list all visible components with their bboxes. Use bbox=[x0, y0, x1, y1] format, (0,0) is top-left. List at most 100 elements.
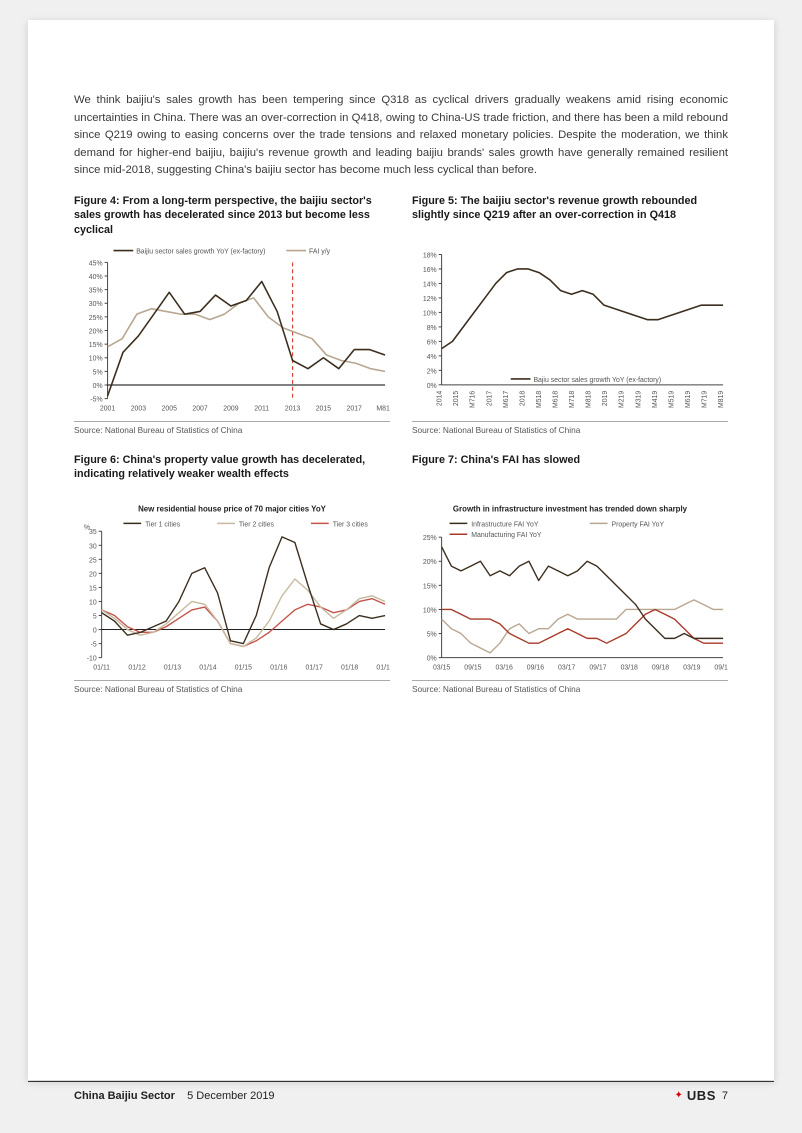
ubs-logo: UBS bbox=[687, 1088, 716, 1103]
figure-4-title: Figure 4: From a long-term perspective, … bbox=[74, 194, 390, 238]
svg-text:01/11: 01/11 bbox=[93, 664, 110, 671]
svg-text:2%: 2% bbox=[427, 368, 437, 375]
svg-text:0%: 0% bbox=[427, 382, 437, 389]
svg-text:M617: M617 bbox=[503, 390, 510, 407]
svg-text:14%: 14% bbox=[423, 281, 437, 288]
svg-text:5: 5 bbox=[93, 613, 97, 620]
svg-text:Property FAI YoY: Property FAI YoY bbox=[611, 521, 664, 528]
svg-text:25%: 25% bbox=[423, 535, 437, 542]
figure-row-1: Figure 4: From a long-term perspective, … bbox=[74, 194, 728, 435]
figure-6-title: Figure 6: China's property value growth … bbox=[74, 453, 390, 497]
figure-6-source: Source: National Bureau of Statistics of… bbox=[74, 684, 390, 694]
svg-text:2017: 2017 bbox=[486, 390, 493, 406]
svg-text:01/17: 01/17 bbox=[306, 664, 323, 671]
svg-text:2013: 2013 bbox=[285, 405, 301, 412]
svg-text:35%: 35% bbox=[89, 287, 103, 294]
svg-text:03/15: 03/15 bbox=[433, 664, 450, 671]
page: We think baijiu's sales growth has been … bbox=[28, 20, 774, 1080]
figure-6-chart: New residential house price of 70 major … bbox=[74, 501, 390, 681]
svg-text:5%: 5% bbox=[93, 369, 103, 376]
svg-text:M319: M319 bbox=[635, 390, 642, 407]
svg-text:01/18: 01/18 bbox=[341, 664, 358, 671]
svg-text:Infrastructure FAI YoY: Infrastructure FAI YoY bbox=[471, 521, 539, 528]
svg-text:Bajiu sector sales growth YoY: Bajiu sector sales growth YoY (ex-factor… bbox=[533, 376, 661, 383]
figure-5: Figure 5: The baijiu sector's revenue gr… bbox=[412, 194, 728, 435]
figure-4-chart: Baijiu sector sales growth YoY (ex-facto… bbox=[74, 242, 390, 422]
svg-text:15: 15 bbox=[89, 585, 97, 592]
body-paragraph: We think baijiu's sales growth has been … bbox=[74, 92, 728, 180]
footer-date: 5 December 2019 bbox=[187, 1090, 274, 1102]
svg-text:01/16: 01/16 bbox=[270, 664, 287, 671]
svg-text:M419: M419 bbox=[652, 390, 659, 407]
svg-text:M219: M219 bbox=[619, 390, 626, 407]
svg-text:2014: 2014 bbox=[437, 390, 444, 406]
svg-text:09/17: 09/17 bbox=[589, 664, 606, 671]
svg-text:10%: 10% bbox=[423, 310, 437, 317]
figure-7-title: Figure 7: China's FAI has slowed bbox=[412, 453, 728, 497]
figure-7: Figure 7: China's FAI has slowed Growth … bbox=[412, 453, 728, 694]
svg-text:30%: 30% bbox=[89, 301, 103, 308]
svg-text:M719: M719 bbox=[702, 390, 709, 407]
svg-text:01/13: 01/13 bbox=[164, 664, 181, 671]
svg-text:-10: -10 bbox=[87, 655, 97, 662]
svg-text:01/15: 01/15 bbox=[235, 664, 252, 671]
svg-text:09/19: 09/19 bbox=[714, 664, 728, 671]
svg-text:18%: 18% bbox=[423, 252, 437, 259]
svg-text:M619: M619 bbox=[685, 390, 692, 407]
svg-text:10: 10 bbox=[89, 599, 97, 606]
svg-text:-5: -5 bbox=[91, 641, 97, 648]
svg-text:03/16: 03/16 bbox=[496, 664, 513, 671]
svg-text:12%: 12% bbox=[423, 295, 437, 302]
svg-text:03/17: 03/17 bbox=[558, 664, 575, 671]
figure-7-source: Source: National Bureau of Statistics of… bbox=[412, 684, 728, 694]
svg-text:25%: 25% bbox=[89, 314, 103, 321]
svg-text:2011: 2011 bbox=[254, 405, 269, 412]
svg-text:4%: 4% bbox=[427, 353, 437, 360]
svg-text:09/15: 09/15 bbox=[464, 664, 481, 671]
svg-text:10%: 10% bbox=[89, 355, 103, 362]
footer-right: ✦ UBS 7 bbox=[675, 1088, 728, 1103]
svg-text:M818: M818 bbox=[586, 390, 593, 407]
svg-text:01/12: 01/12 bbox=[128, 664, 145, 671]
footer-left: China Baijiu Sector 5 December 2019 bbox=[74, 1090, 275, 1102]
svg-text:Growth in infrastructure inves: Growth in infrastructure investment has … bbox=[453, 504, 688, 513]
svg-text:M718: M718 bbox=[569, 390, 576, 407]
svg-text:2015: 2015 bbox=[316, 405, 332, 412]
svg-text:2018: 2018 bbox=[519, 390, 526, 406]
svg-text:Baijiu sector sales growth YoY: Baijiu sector sales growth YoY (ex-facto… bbox=[136, 248, 265, 255]
svg-text:5%: 5% bbox=[427, 631, 437, 638]
page-number: 7 bbox=[722, 1090, 728, 1102]
svg-text:-5%: -5% bbox=[90, 396, 102, 403]
svg-text:M519: M519 bbox=[668, 390, 675, 407]
svg-text:15%: 15% bbox=[89, 342, 103, 349]
svg-text:20%: 20% bbox=[89, 328, 103, 335]
svg-text:M716: M716 bbox=[470, 390, 477, 407]
svg-text:45%: 45% bbox=[89, 260, 103, 267]
figure-4-source: Source: National Bureau of Statistics of… bbox=[74, 425, 390, 435]
svg-text:2009: 2009 bbox=[223, 405, 239, 412]
svg-text:Tier 1 cities: Tier 1 cities bbox=[145, 521, 181, 528]
figure-row-2: Figure 6: China's property value growth … bbox=[74, 453, 728, 694]
svg-text:35: 35 bbox=[89, 529, 97, 536]
svg-text:2003: 2003 bbox=[131, 405, 147, 412]
figure-7-chart: Growth in infrastructure investment has … bbox=[412, 501, 728, 681]
svg-text:30: 30 bbox=[89, 543, 97, 550]
svg-text:01/14: 01/14 bbox=[199, 664, 216, 671]
figure-5-chart: 0%2%4%6%8%10%12%14%16%18%20142015M716201… bbox=[412, 242, 728, 422]
svg-text:Tier 2 cities: Tier 2 cities bbox=[239, 521, 275, 528]
svg-text:10%: 10% bbox=[423, 607, 437, 614]
svg-text:M819: M819 bbox=[376, 405, 390, 412]
svg-text:M518: M518 bbox=[536, 390, 543, 407]
svg-text:0: 0 bbox=[93, 627, 97, 634]
svg-text:2017: 2017 bbox=[347, 405, 363, 412]
svg-text:2007: 2007 bbox=[192, 405, 208, 412]
svg-text:Manufacturing FAI YoY: Manufacturing FAI YoY bbox=[471, 532, 542, 539]
svg-text:M618: M618 bbox=[553, 390, 560, 407]
svg-text:Tier 3 cities: Tier 3 cities bbox=[333, 521, 369, 528]
svg-text:16%: 16% bbox=[423, 266, 437, 273]
svg-text:20%: 20% bbox=[423, 559, 437, 566]
svg-text:25: 25 bbox=[89, 557, 97, 564]
footer-title: China Baijiu Sector bbox=[74, 1090, 175, 1102]
svg-text:New residential house price of: New residential house price of 70 major … bbox=[138, 504, 327, 513]
svg-text:6%: 6% bbox=[427, 339, 437, 346]
